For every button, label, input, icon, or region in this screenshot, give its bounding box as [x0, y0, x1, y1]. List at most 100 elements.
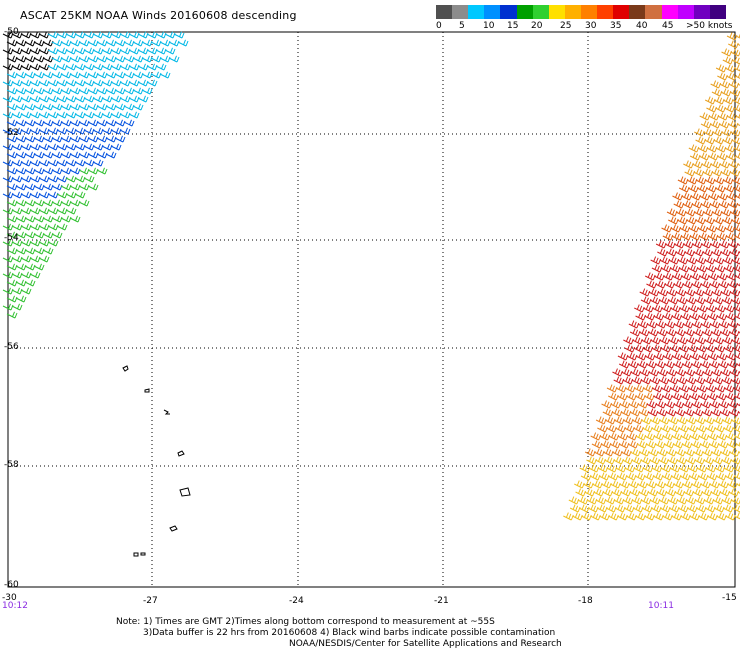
wind-barb: [29, 271, 41, 279]
wind-barb: [686, 504, 698, 513]
wind-barb: [726, 192, 737, 201]
wind-barb: [668, 336, 679, 345]
wind-barb: [709, 320, 721, 329]
wind-barb: [704, 256, 716, 265]
wind-barb: [728, 328, 740, 337]
wind-barb: [78, 199, 90, 207]
wind-barb: [83, 95, 95, 103]
wind-barb: [719, 448, 731, 457]
wind-barb: [638, 328, 650, 337]
wind-barb: [123, 39, 135, 47]
wind-barb: [718, 280, 729, 289]
wind-barb: [680, 512, 691, 521]
wind-barb: [657, 368, 668, 377]
wind-barb: [105, 55, 117, 63]
wind-barb: [680, 352, 692, 361]
wind-barb: [119, 111, 131, 119]
wind-barb: [123, 87, 135, 95]
wind-barb: [698, 152, 710, 161]
wind-barb: [164, 31, 176, 39]
wind-barb: [92, 63, 104, 71]
wind-barb: [643, 472, 655, 481]
wind-barb: [703, 416, 715, 425]
wind-barb: [597, 464, 609, 473]
island-3: [163, 409, 170, 415]
wind-barb: [707, 392, 718, 401]
wind-barb: [696, 464, 708, 473]
legend-swatch: [500, 5, 517, 19]
wind-barb: [617, 432, 629, 441]
wind-barb: [132, 71, 144, 79]
wind-barb: [29, 143, 41, 151]
wind-barb: [660, 344, 672, 353]
wind-barb: [33, 119, 45, 127]
wind-barb: [644, 352, 656, 361]
wind-barb: [701, 488, 713, 497]
wind-barb: [677, 504, 689, 513]
wind-barb: [563, 512, 574, 521]
wind-barb: [627, 360, 639, 369]
wind-barb: [713, 216, 724, 225]
wind-barb: [674, 328, 686, 337]
wind-barb: [635, 392, 646, 401]
wind-barb: [69, 183, 81, 191]
wind-barb: [689, 392, 700, 401]
wind-barb: [726, 360, 738, 369]
wind-barb: [631, 496, 643, 505]
wind-barb: [661, 304, 672, 313]
wind-barb: [715, 304, 726, 313]
lon-label-27: -27: [143, 596, 158, 606]
wind-barb: [33, 247, 45, 255]
wind-barb: [56, 95, 68, 103]
lat-label-60: -60: [4, 580, 19, 590]
wind-barb: [734, 432, 740, 440]
wind-barb: [720, 248, 731, 257]
wind-barb: [65, 95, 77, 103]
wind-barb: [723, 384, 735, 393]
wind-barb: [114, 87, 126, 95]
wind-barb: [703, 128, 714, 137]
legend-label: 35: [610, 21, 622, 31]
wind-barb: [128, 47, 140, 55]
wind-barb: [710, 80, 722, 89]
lon-label-30: -30: [2, 593, 17, 603]
wind-barb: [649, 496, 661, 505]
wind-barb: [702, 368, 713, 377]
wind-barb: [734, 352, 740, 360]
wind-barb: [69, 167, 81, 175]
wind-barb: [647, 448, 659, 457]
wind-barb: [33, 39, 45, 47]
wind-barb: [611, 448, 623, 457]
wind-barb: [51, 39, 63, 47]
wind-barb: [700, 480, 711, 489]
wind-barb: [619, 480, 630, 489]
wind-barb: [731, 336, 740, 345]
legend-label: 10: [483, 21, 495, 31]
wind-barb: [24, 167, 36, 175]
wind-barb: [698, 232, 710, 241]
wind-barb: [60, 71, 72, 79]
wind-barb: [715, 472, 727, 481]
wind-barb: [696, 344, 708, 353]
wind-barb: [684, 248, 695, 257]
wind-barb: [78, 119, 90, 127]
wind-barb: [717, 360, 729, 369]
wind-barb: [671, 392, 682, 401]
wind-barb: [83, 47, 95, 55]
wind-barb: [675, 368, 686, 377]
wind-barb: [649, 416, 661, 425]
wind-barb: [42, 87, 54, 95]
wind-barb: [60, 215, 72, 223]
wind-barb: [159, 71, 171, 79]
wind-barb: [105, 151, 117, 159]
wind-barb: [60, 39, 72, 47]
wind-barb: [695, 336, 706, 345]
wind-barb: [700, 120, 712, 129]
legend-swatch: [452, 5, 469, 19]
wind-barb: [639, 288, 651, 297]
wind-barb: [38, 79, 50, 87]
wind-barb: [689, 312, 701, 321]
wind-barb: [704, 504, 716, 513]
wind-barb: [47, 143, 59, 151]
wind-barb: [110, 127, 122, 135]
